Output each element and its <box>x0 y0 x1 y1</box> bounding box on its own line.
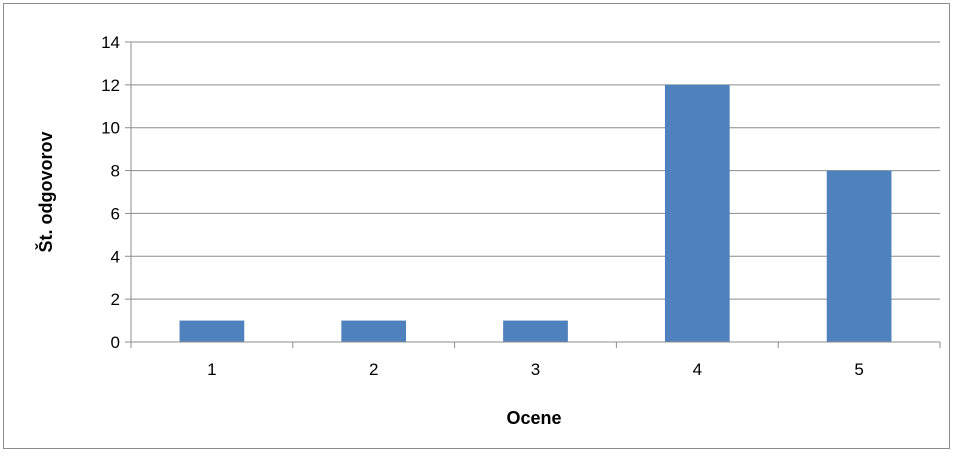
x-tick-label: 3 <box>531 360 540 379</box>
bars <box>179 84 892 342</box>
x-axis-title: Ocene <box>506 408 561 428</box>
bar-5 <box>826 170 892 342</box>
y-tick-label: 14 <box>101 33 120 52</box>
y-tick-label: 2 <box>111 290 120 309</box>
y-tick-label: 4 <box>111 247 120 266</box>
bar-2 <box>341 320 407 342</box>
x-tick-label: 5 <box>854 360 863 379</box>
y-tick-label: 12 <box>101 76 120 95</box>
y-tick-label: 6 <box>111 204 120 223</box>
chart-frame <box>3 3 950 449</box>
axes <box>125 41 941 348</box>
x-tick-label: 2 <box>369 360 378 379</box>
gridlines <box>131 41 940 300</box>
y-tick-labels: 0 2 4 6 8 10 12 14 <box>101 33 120 352</box>
x-tick-labels: 1 2 3 4 5 <box>207 360 864 379</box>
y-tick-label: 10 <box>101 119 120 138</box>
bar-3 <box>503 320 568 342</box>
bar-1 <box>179 320 245 342</box>
y-tick-label: 0 <box>111 333 120 352</box>
x-tick-label: 1 <box>207 360 216 379</box>
x-tick-label: 4 <box>693 360 702 379</box>
y-axis-title: Št. odgovorov <box>35 132 56 253</box>
bar-4 <box>664 84 730 342</box>
y-tick-label: 8 <box>111 162 120 181</box>
